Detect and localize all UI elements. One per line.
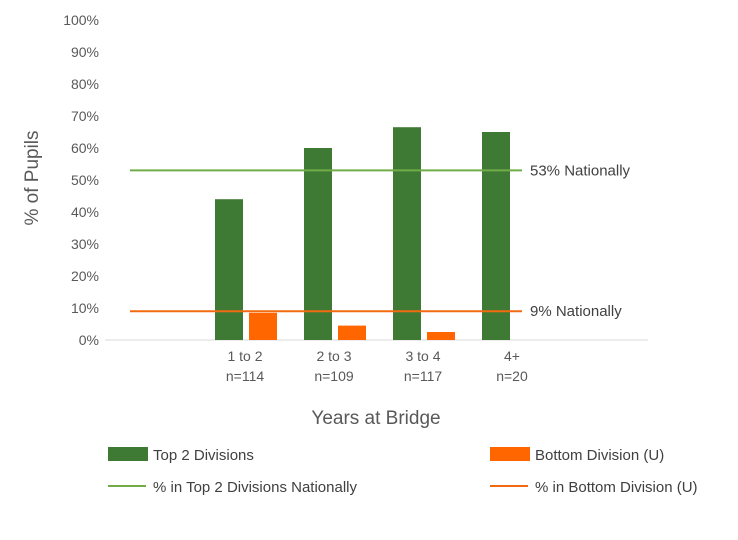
x-tick-count: n=109 xyxy=(314,368,354,384)
y-tick-label: 70% xyxy=(71,108,99,124)
x-tick-label: 4+ xyxy=(504,348,520,364)
legend-label-top2-national: % in Top 2 Divisions Nationally xyxy=(153,479,357,496)
y-tick-label: 100% xyxy=(63,12,99,28)
x-tick-count: n=20 xyxy=(496,368,528,384)
bar-bottom-1 xyxy=(338,325,366,340)
y-axis-title: % of Pupils xyxy=(22,130,43,225)
x-tick-label: 2 to 3 xyxy=(316,348,351,364)
y-tick-label: 60% xyxy=(71,140,99,156)
y-tick-label: 80% xyxy=(71,76,99,92)
y-tick-label: 20% xyxy=(71,268,99,284)
reference-lines: 53% Nationally 9% Nationally xyxy=(130,162,631,320)
y-tick-label: 50% xyxy=(71,172,99,188)
bar-top2-1 xyxy=(304,148,332,340)
reference-line-label-1: 9% Nationally xyxy=(530,303,622,320)
x-axis-title: Years at Bridge xyxy=(311,408,440,429)
y-tick-label: 40% xyxy=(71,204,99,220)
legend-label-bottom: Bottom Division (U) xyxy=(535,447,664,464)
bar-bottom-0 xyxy=(249,312,277,340)
bar-top2-3 xyxy=(482,132,510,340)
legend-swatch-bottom xyxy=(490,447,530,461)
y-tick-label: 90% xyxy=(71,44,99,60)
y-tick-label: 0% xyxy=(79,332,99,348)
y-tick-label: 10% xyxy=(71,300,99,316)
bar-top2-0 xyxy=(215,199,243,340)
x-axis-ticks: 1 to 2 n=114 2 to 3 n=109 3 to 4 n=117 4+ n=20 xyxy=(226,348,528,384)
x-tick-count: n=117 xyxy=(404,368,442,384)
reference-line-label-0: 53% Nationally xyxy=(530,162,631,179)
legend-label-top2: Top 2 Divisions xyxy=(153,447,254,464)
x-tick-count: n=114 xyxy=(226,368,264,384)
legend-label-bottom-national: % in Bottom Division (U) xyxy=(535,479,698,496)
x-tick-label: 3 to 4 xyxy=(405,348,440,364)
x-tick-label: 1 to 2 xyxy=(227,348,262,364)
y-axis-ticks: 0% 10% 20% 30% 40% 50% 60% 70% 80% 90% 100% xyxy=(63,12,99,348)
bars xyxy=(215,127,510,340)
legend-swatch-top2 xyxy=(108,447,148,461)
bar-top2-2 xyxy=(393,127,421,340)
legend: Top 2 Divisions Bottom Division (U) % in… xyxy=(108,447,698,496)
bar-bottom-2 xyxy=(427,332,455,340)
y-tick-label: 30% xyxy=(71,236,99,252)
